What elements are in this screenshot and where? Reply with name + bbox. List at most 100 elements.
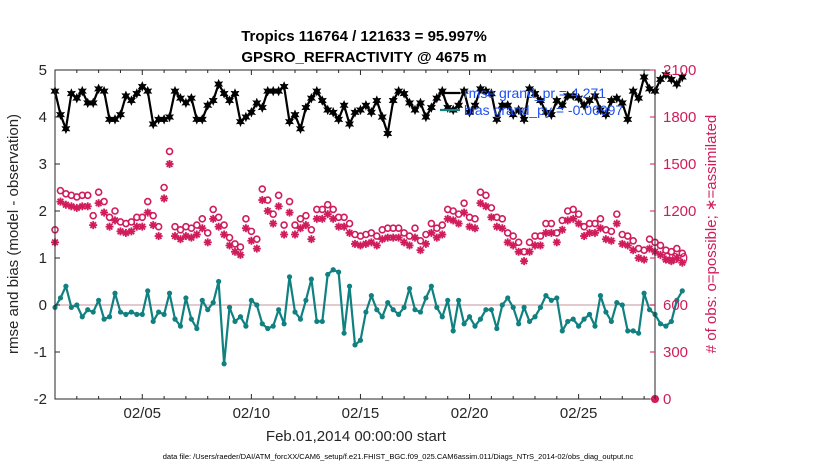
plot-area xyxy=(50,69,687,403)
bias-point xyxy=(286,274,293,280)
rmse-point xyxy=(377,111,387,123)
possible-obs-point xyxy=(400,229,408,237)
assimilated-obs-point xyxy=(667,257,676,266)
bias-point xyxy=(505,295,511,301)
assimilated-obs-point xyxy=(558,225,567,234)
bias-point xyxy=(156,309,162,315)
possible-obs-point xyxy=(105,213,114,222)
bias-point xyxy=(597,293,604,299)
rmse-point xyxy=(639,71,649,83)
bias-point xyxy=(68,304,74,310)
assimilated-obs-point xyxy=(498,224,507,233)
bias-point xyxy=(428,283,434,289)
assimilated-obs-point xyxy=(340,222,349,231)
possible-obs-point xyxy=(209,205,217,214)
bias-point xyxy=(625,328,631,334)
bias-point xyxy=(194,325,200,332)
rmse-point xyxy=(61,123,71,135)
y2-axis-label: # of obs: o=possible; ∗=assimilated xyxy=(703,115,720,354)
assimilated-obs-point xyxy=(411,233,419,242)
bias-point xyxy=(374,307,380,313)
y-tick-label: 4 xyxy=(39,109,47,126)
assimilated-obs-point xyxy=(291,230,299,239)
rmse-point xyxy=(197,114,207,125)
bias-point xyxy=(139,311,145,317)
y-axis-left: -2 -1 0 1 2 3 4 5 xyxy=(34,62,60,408)
assimilated-obs-point xyxy=(154,232,163,241)
assimilated-obs-point xyxy=(312,214,321,223)
possible-obs-point xyxy=(623,232,632,240)
assimilated-obs-point xyxy=(405,241,414,250)
bias-point xyxy=(439,314,445,320)
bias-point xyxy=(537,304,544,310)
rmse-point xyxy=(317,95,327,106)
assimilated-obs-point xyxy=(503,238,512,247)
assimilated-obs-point xyxy=(231,247,239,256)
possible-obs-point xyxy=(596,215,605,223)
bias-point xyxy=(445,297,451,303)
possible-obs-point xyxy=(394,224,403,233)
assimilated-obs-point xyxy=(547,228,556,237)
bias-point xyxy=(145,288,151,294)
possible-obs-point xyxy=(296,215,305,223)
rmse-point xyxy=(443,102,453,113)
assimilated-obs-point xyxy=(400,238,409,247)
bias-point xyxy=(521,304,527,310)
assimilated-obs-point xyxy=(252,244,261,253)
rmse-point xyxy=(323,104,333,116)
y-tick-label: 5 xyxy=(39,62,47,79)
rmse-point xyxy=(399,88,409,99)
assimilated-obs-point xyxy=(165,160,174,168)
bias-point xyxy=(259,321,265,327)
rmse-point xyxy=(72,92,82,104)
legend-rmse: rmse grand_pr = 4.271 xyxy=(464,85,606,101)
rmse-point xyxy=(524,83,535,95)
assimilated-obs-point xyxy=(247,236,256,245)
rmse-point xyxy=(257,102,267,113)
bias-point xyxy=(548,297,554,303)
legend-bias: bias grand_py = -0.06997 xyxy=(464,102,623,118)
y-tick-label: 2 xyxy=(39,203,47,220)
rmse-point xyxy=(470,100,480,111)
possible-obs-point xyxy=(236,243,245,251)
rmse-point xyxy=(252,97,262,109)
rmse-point xyxy=(94,83,104,95)
y-tick-label: -2 xyxy=(34,391,47,408)
bias-point xyxy=(472,323,478,329)
rmse-point xyxy=(77,85,87,97)
rmse-point xyxy=(121,90,131,102)
rmse-point xyxy=(459,85,469,97)
bias-point xyxy=(499,302,505,308)
x-tick-label: 02/25 xyxy=(560,405,598,422)
y2-tick-label: 300 xyxy=(663,344,688,361)
possible-obs-point xyxy=(143,197,152,206)
bias-point xyxy=(346,283,353,289)
rmse-point xyxy=(486,88,496,99)
assimilated-obs-point xyxy=(149,221,158,230)
assimilated-obs-point xyxy=(225,241,234,250)
assimilated-obs-point xyxy=(345,228,354,237)
rmse-point xyxy=(290,109,300,120)
bias-point xyxy=(57,295,64,301)
possible-obs-point xyxy=(198,215,207,223)
possible-obs-point xyxy=(509,232,517,240)
possible-obs-point xyxy=(285,197,294,206)
assimilated-obs-point xyxy=(580,232,589,241)
bias-point xyxy=(483,307,489,313)
possible-obs-point xyxy=(160,183,168,192)
y-tick-label: 1 xyxy=(39,250,47,267)
assimilated-obs-point xyxy=(640,255,649,264)
bias-point xyxy=(368,293,374,299)
y2-tick-label: 1500 xyxy=(663,156,696,173)
assimilated-obs-point xyxy=(285,208,294,217)
assimilated-obs-point xyxy=(487,213,496,222)
rmse-point xyxy=(132,88,142,99)
rmse-point xyxy=(355,104,366,116)
assimilated-obs-point xyxy=(612,219,621,228)
assimilated-obs-point xyxy=(176,235,185,244)
assimilated-obs-point xyxy=(449,216,458,225)
y2-tick-label: 0 xyxy=(663,391,671,408)
assimilated-obs-point xyxy=(629,246,638,255)
rmse-point xyxy=(344,118,355,130)
